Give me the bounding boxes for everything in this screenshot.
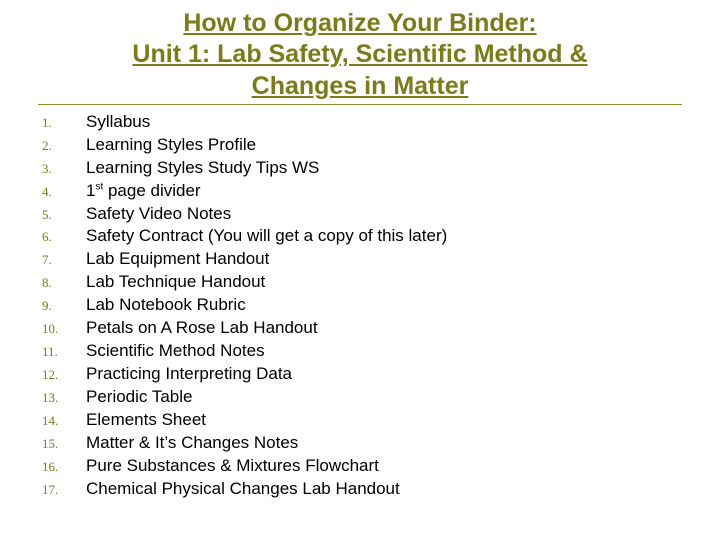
list-text: Elements Sheet: [86, 409, 206, 432]
list-item: 2.Learning Styles Profile: [38, 134, 682, 157]
title-rule: [38, 104, 682, 105]
list-item: 8.Lab Technique Handout: [38, 271, 682, 294]
list-text: Chemical Physical Changes Lab Handout: [86, 478, 400, 501]
title-line-3: Changes in Matter: [252, 72, 469, 100]
list-text: Pure Substances & Mixtures Flowchart: [86, 455, 379, 478]
list-text: Periodic Table: [86, 386, 192, 409]
list-text: Safety Contract (You will get a copy of …: [86, 225, 447, 248]
title-line-2: Unit 1: Lab Safety, Scientific Method &: [132, 40, 587, 68]
list-number: 3.: [38, 160, 86, 178]
list-text: Safety Video Notes: [86, 203, 231, 226]
list-number: 10.: [38, 320, 86, 338]
list-number: 12.: [38, 366, 86, 384]
list-text: Lab Notebook Rubric: [86, 294, 246, 317]
list-number: 9.: [38, 297, 86, 315]
list-text: Lab Equipment Handout: [86, 248, 269, 271]
list-item: 16.Pure Substances & Mixtures Flowchart: [38, 455, 682, 478]
list-number: 13.: [38, 389, 86, 407]
list-item: 3.Learning Styles Study Tips WS: [38, 157, 682, 180]
list-item: 1.Syllabus: [38, 111, 682, 134]
ordered-list: 1.Syllabus2.Learning Styles Profile3.Lea…: [38, 111, 682, 501]
list-item: 6.Safety Contract (You will get a copy o…: [38, 225, 682, 248]
list-number: 1.: [38, 114, 86, 132]
list-number: 16.: [38, 458, 86, 476]
list-text: Syllabus: [86, 111, 150, 134]
list-number: 14.: [38, 412, 86, 430]
list-number: 2.: [38, 137, 86, 155]
page-title: How to Organize Your Binder: Unit 1: Lab…: [38, 8, 682, 102]
list-number: 15.: [38, 435, 86, 453]
list-item: 7.Lab Equipment Handout: [38, 248, 682, 271]
list-item: 9.Lab Notebook Rubric: [38, 294, 682, 317]
list-number: 4.: [38, 183, 86, 201]
list-item: 17.Chemical Physical Changes Lab Handout: [38, 478, 682, 501]
list-number: 17.: [38, 481, 86, 499]
title-line-1: How to Organize Your Binder:: [183, 9, 536, 37]
list-text: 1st page divider: [86, 180, 201, 203]
list-item: 14.Elements Sheet: [38, 409, 682, 432]
list-number: 5.: [38, 206, 86, 224]
list-text: Practicing Interpreting Data: [86, 363, 292, 386]
list-text: Lab Technique Handout: [86, 271, 265, 294]
list-text: Petals on A Rose Lab Handout: [86, 317, 318, 340]
list-item: 12.Practicing Interpreting Data: [38, 363, 682, 386]
list-number: 11.: [38, 343, 86, 361]
list-item: 15.Matter & It’s Changes Notes: [38, 432, 682, 455]
list-text: Learning Styles Study Tips WS: [86, 157, 319, 180]
list-number: 7.: [38, 251, 86, 269]
list-item: 11.Scientific Method Notes: [38, 340, 682, 363]
list-item: 10.Petals on A Rose Lab Handout: [38, 317, 682, 340]
list-item: 13.Periodic Table: [38, 386, 682, 409]
list-text: Matter & It’s Changes Notes: [86, 432, 298, 455]
list-item: 4.1st page divider: [38, 180, 682, 203]
list-text: Learning Styles Profile: [86, 134, 256, 157]
list-item: 5.Safety Video Notes: [38, 203, 682, 226]
list-text: Scientific Method Notes: [86, 340, 265, 363]
list-number: 6.: [38, 228, 86, 246]
list-number: 8.: [38, 274, 86, 292]
